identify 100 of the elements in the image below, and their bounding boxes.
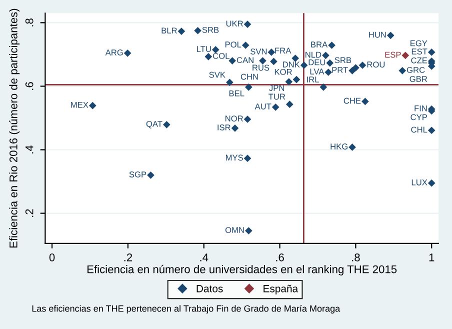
point [228,57,236,64]
point [270,58,278,66]
point [428,48,436,56]
annotation: BEL [229,90,244,96]
point [244,154,252,162]
point [292,76,300,84]
annotation: GBR [410,76,428,82]
point [88,102,96,110]
point [386,32,394,40]
annotation: CHN [240,74,258,80]
annotation: SVK [209,72,226,78]
point [320,84,328,91]
point [402,52,410,60]
y-tick-label: .4 [26,145,34,154]
annotation: QAT [146,120,162,128]
x-tick-label: .2 [124,253,132,262]
annotation: CHE [344,98,361,104]
point [326,59,334,67]
annotation: ESP [385,52,401,58]
annotation: POL [225,42,242,48]
point [194,26,202,34]
annotation: ARG [105,50,123,56]
annotation: IRL [307,76,319,82]
annotation: CHL [411,126,428,133]
point [244,227,252,234]
annotation: JPN [269,85,284,91]
point [358,62,366,69]
point [259,57,266,64]
x-tick-label: .6 [276,253,284,262]
annotation: ROU [367,62,385,68]
y-tick-label: .8 [25,18,34,26]
annotation: CZE [411,57,428,64]
point [428,179,436,187]
annotation: EST [412,48,428,54]
annotation: UKR [226,20,243,27]
point [204,53,212,60]
annotation: HKG [330,144,348,150]
point [178,28,186,35]
point [212,46,220,54]
annotation: KOR [274,68,292,75]
annotation: LVA [310,68,324,74]
point [348,144,356,151]
annotation: ISR [218,124,230,130]
annotation: CYP [410,114,427,120]
point [268,48,276,56]
point [124,50,132,57]
x-tick-label: .4 [200,254,208,262]
point [162,120,170,128]
point [285,78,293,86]
point [147,171,154,179]
annotation: SRB [202,26,219,33]
point [231,124,239,132]
y-axis-title: Eficiencia en Rio 2016 (número de participantes) [9,8,20,248]
annotation: SGP [129,172,146,178]
annotation: BRA [311,42,328,48]
y-tick-label: .6 [25,82,34,90]
text: Las eficiencias en THE pertenecen al Trabajo Fin de Grado de María Moraga [32,305,340,314]
annotation: NLD [306,52,322,58]
point [244,116,252,123]
annotation: HUN [369,32,386,38]
legend-label: España [264,284,298,294]
x-tick-label: 1 [429,254,434,262]
annotation: OMN [225,227,244,233]
x-axis-title: Eficiencia en número de universidades en el ranking THE 2015 [88,264,397,276]
point [244,20,252,28]
annotation: BLR [162,28,177,34]
annotation: COL [213,53,230,59]
annotation: DEU [308,59,326,66]
annotation: GRC [406,66,425,73]
legend-label: Datos [196,285,223,292]
point [398,66,406,74]
annotation: SVN [250,48,267,54]
annotation: EGY [410,40,428,46]
point [362,98,369,106]
point [272,104,280,111]
annotation: MEX [71,102,88,108]
point [428,126,436,134]
annotation: DNK [282,62,300,68]
annotation: FIN [414,106,427,112]
annotation: MYS [226,154,243,161]
annotation: AUT [254,104,272,110]
point [286,100,294,108]
point [300,62,308,69]
x-tick-label: .8 [352,253,360,262]
annotation: PRT [332,67,348,73]
point [324,68,332,76]
annotation: SRB [334,57,352,64]
point [292,54,300,62]
annotation: LUX [412,180,428,186]
point [242,42,250,49]
point [328,42,336,49]
x-tick-label: 0 [49,253,55,262]
point [226,78,234,86]
annotation: FRA [275,48,292,54]
point [352,64,360,72]
point [244,84,252,91]
annotation: LTU [197,46,211,52]
annotation: NOR [226,116,243,122]
y-tick-label: .2 [25,209,34,217]
annotation: TUR [268,94,286,100]
